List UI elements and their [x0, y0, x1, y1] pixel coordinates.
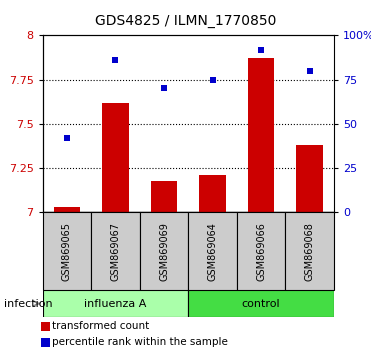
Text: percentile rank within the sample: percentile rank within the sample — [52, 337, 227, 347]
Text: GDS4825 / ILMN_1770850: GDS4825 / ILMN_1770850 — [95, 14, 276, 28]
Text: GSM869067: GSM869067 — [111, 222, 121, 281]
Bar — [237, 212, 285, 290]
Point — [210, 77, 216, 82]
Text: GSM869069: GSM869069 — [159, 222, 169, 281]
Bar — [43, 290, 188, 317]
Bar — [188, 290, 334, 317]
Text: GSM869066: GSM869066 — [256, 222, 266, 281]
Point — [161, 86, 167, 91]
Text: GSM869065: GSM869065 — [62, 222, 72, 281]
Point — [64, 135, 70, 141]
Bar — [53, 207, 80, 212]
Text: infection: infection — [4, 298, 52, 309]
Bar — [41, 338, 50, 347]
Bar — [285, 212, 334, 290]
Bar — [140, 212, 188, 290]
Point — [112, 57, 118, 63]
Text: control: control — [242, 298, 280, 309]
Bar — [43, 212, 91, 290]
Bar — [151, 181, 177, 212]
Bar — [41, 321, 50, 331]
Bar — [188, 212, 237, 290]
Bar — [102, 103, 129, 212]
Text: GSM869068: GSM869068 — [305, 222, 315, 281]
Text: transformed count: transformed count — [52, 321, 149, 331]
Bar — [199, 175, 226, 212]
Bar — [296, 145, 323, 212]
Point — [307, 68, 313, 74]
Point — [258, 47, 264, 52]
Text: influenza A: influenza A — [84, 298, 147, 309]
Text: GSM869064: GSM869064 — [207, 222, 217, 281]
Bar — [248, 58, 275, 212]
Bar — [91, 212, 140, 290]
